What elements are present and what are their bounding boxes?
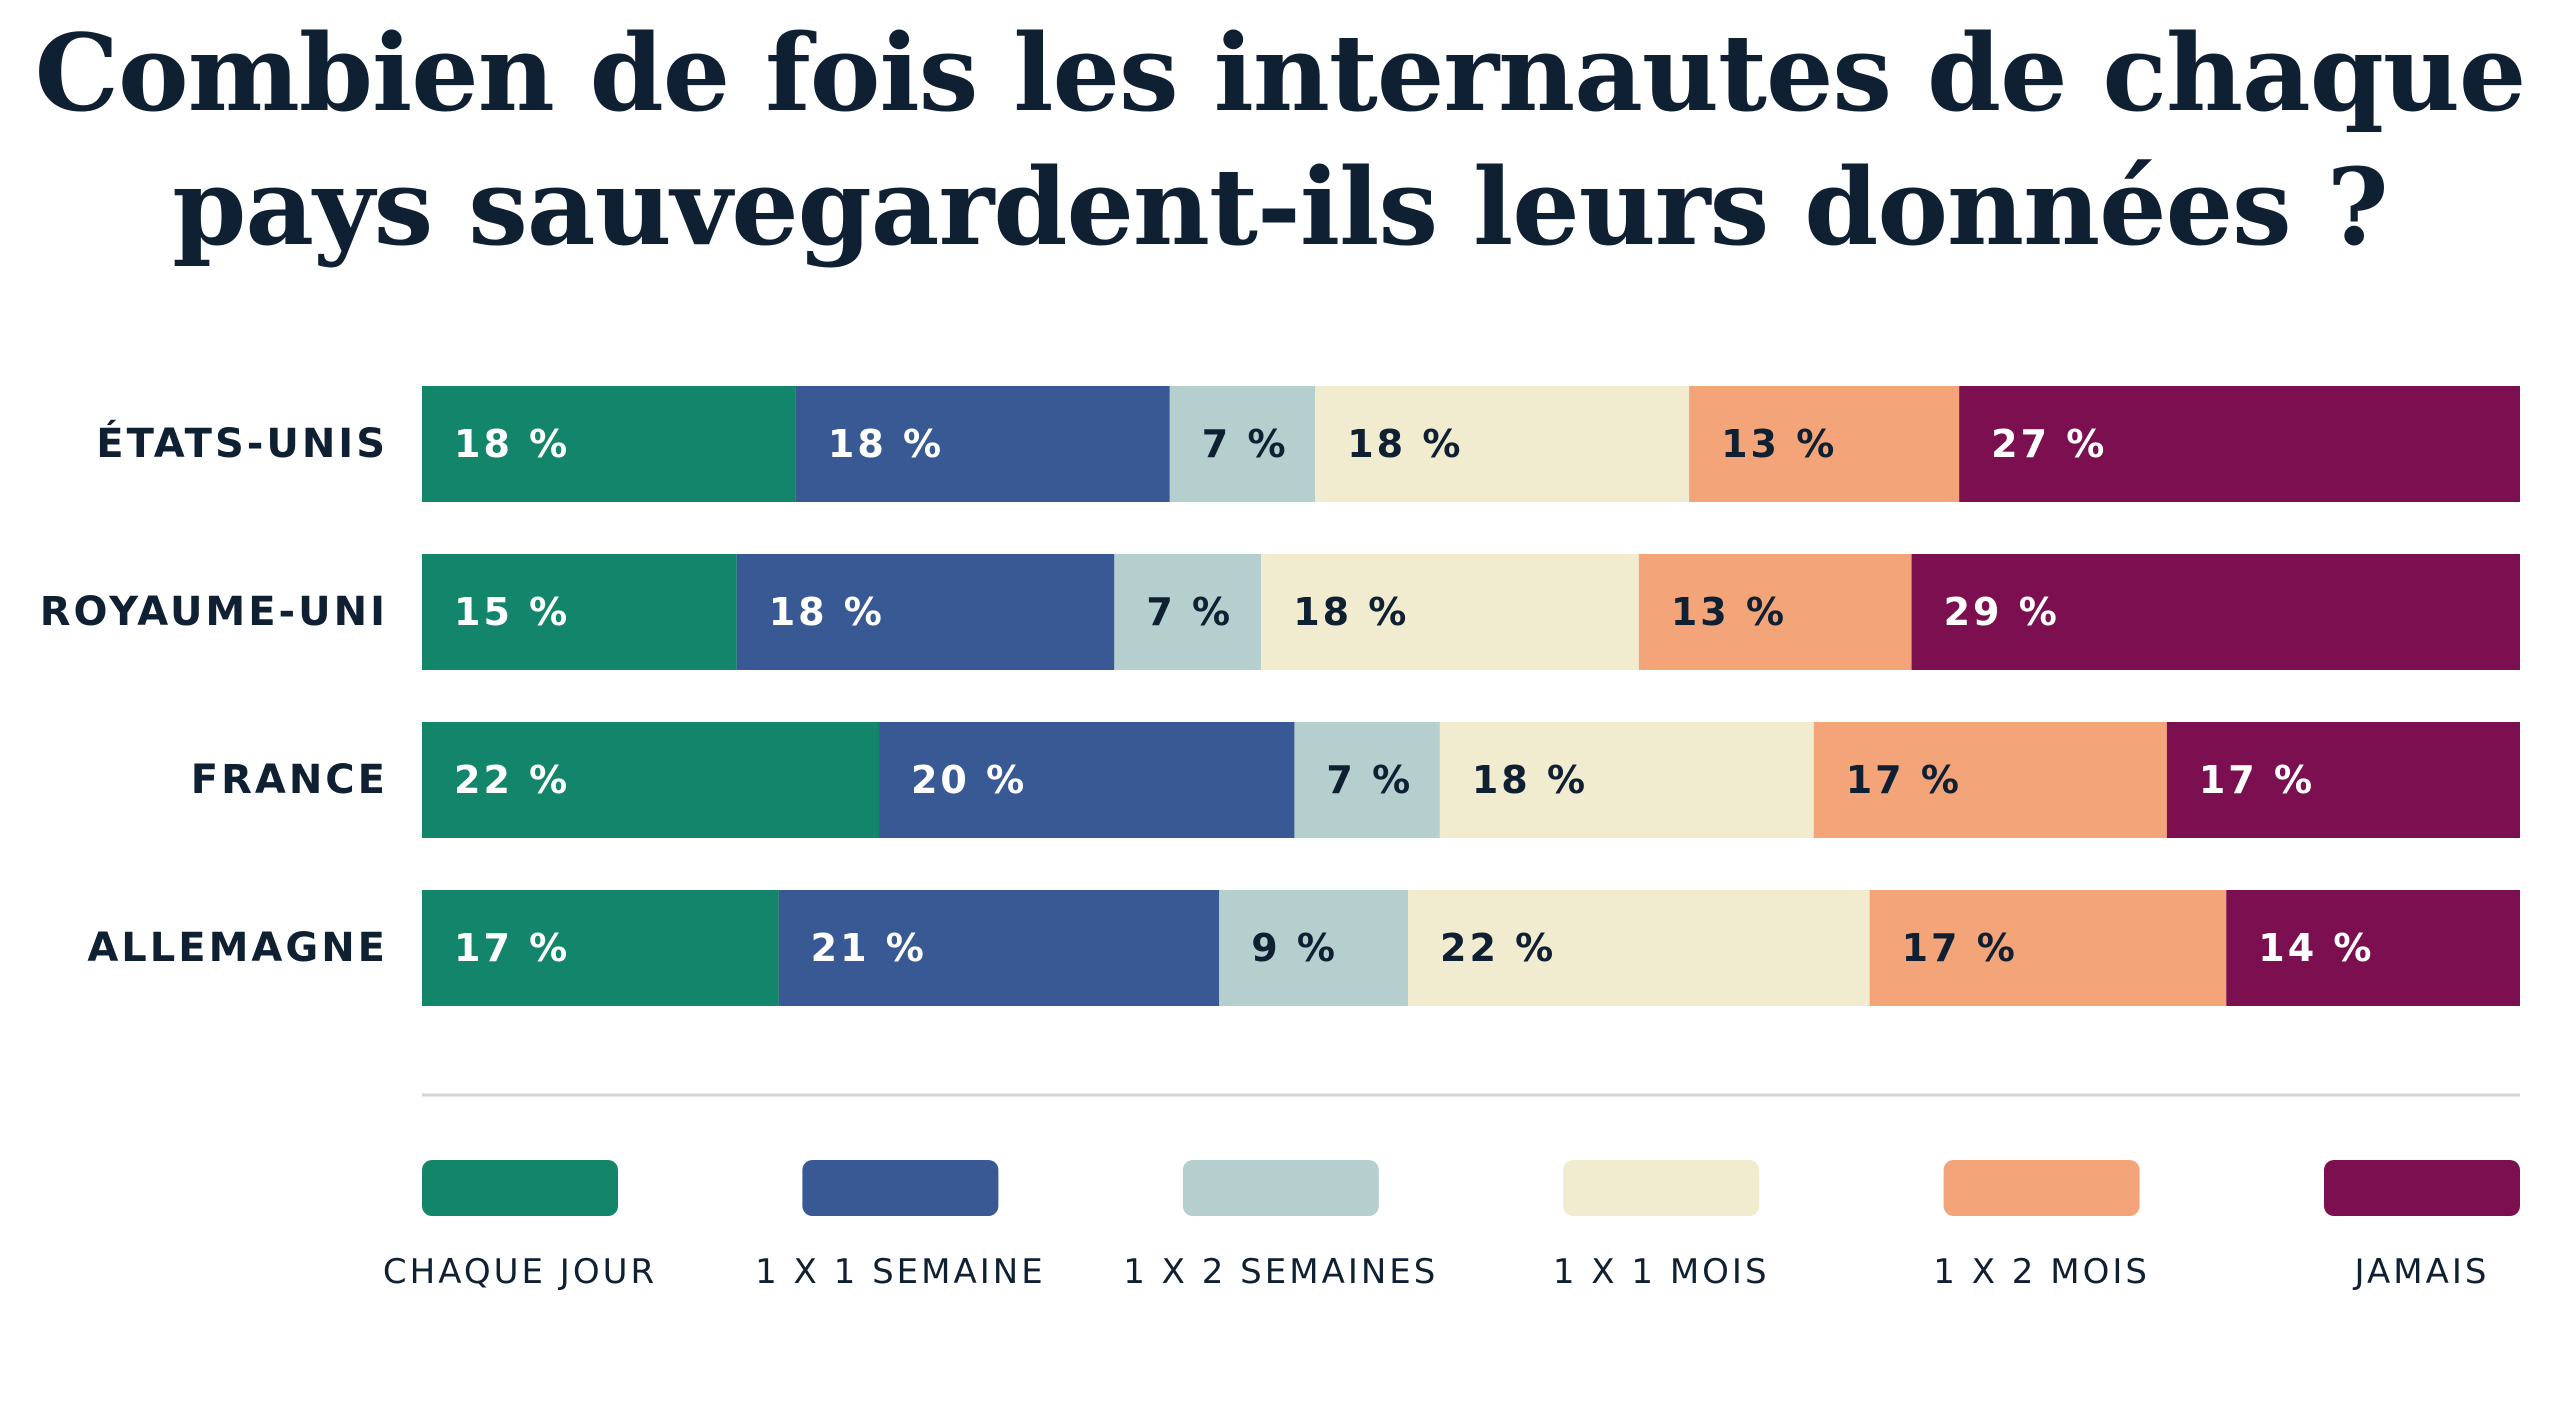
value-label-etats-unis-1-x-2-mois: 13 %: [1721, 422, 1837, 466]
bar-france-1-x-2-mois: [1813, 722, 2167, 838]
legend-label-1-x-2-mois: 1 X 2 MOIS: [1933, 1252, 2150, 1292]
bar-etats-unis-jamais: [1959, 386, 2520, 502]
bar-etats-unis-chaque-jour: [422, 386, 796, 502]
legend-swatch-chaque-jour: [422, 1160, 618, 1216]
bar-france-jamais: [2166, 722, 2520, 838]
category-label-allemagne: ALLEMAGNE: [87, 925, 388, 971]
bar-france-1-x-2-semaines: [1294, 722, 1440, 838]
chart-title-line-1: Combien de fois les internautes de chaqu…: [34, 10, 2527, 135]
bar-allemagne-1-x-2-mois: [1869, 890, 2227, 1006]
legend-label-1-x-1-semaine: 1 X 1 SEMAINE: [755, 1252, 1046, 1292]
value-label-etats-unis-1-x-1-semaine: 18 %: [828, 422, 944, 466]
value-label-allemagne-jamais: 14 %: [2258, 926, 2374, 970]
value-label-etats-unis-1-x-2-semaines: 7 %: [1202, 422, 1289, 466]
legend-label-1-x-1-mois: 1 X 1 MOIS: [1553, 1252, 1770, 1292]
bar-etats-unis-1-x-1-semaine: [795, 386, 1170, 502]
legend-swatch-1-x-2-mois: [1943, 1160, 2140, 1216]
legend-label-jamais: JAMAIS: [2353, 1252, 2490, 1292]
chart-title: Combien de fois les internautes de chaqu…: [0, 6, 2560, 274]
value-label-france-1-x-1-semaine: 20 %: [911, 758, 1027, 802]
bar-area: ÉTATS-UNIS 18 % 18 % 7 % 18 % 13 % 27 % ROYAUME…: [40, 386, 2520, 1006]
value-label-etats-unis-jamais: 27 %: [1991, 422, 2107, 466]
bar-france-1-x-1-mois: [1439, 722, 1814, 838]
value-label-allemagne-1-x-1-mois: 22 %: [1440, 926, 1556, 970]
bar-royaume-uni-1-x-2-semaines: [1114, 554, 1262, 670]
legend-label-chaque-jour: CHAQUE JOUR: [383, 1252, 657, 1292]
legend-swatch-1-x-1-mois: [1563, 1160, 1760, 1216]
bar-royaume-uni-1-x-1-mois: [1261, 554, 1639, 670]
value-label-allemagne-1-x-2-mois: 17 %: [1902, 926, 2018, 970]
value-label-allemagne-1-x-1-semaine: 21 %: [811, 926, 927, 970]
value-label-royaume-uni-1-x-1-mois: 18 %: [1293, 590, 1409, 634]
value-label-france-1-x-2-semaines: 7 %: [1326, 758, 1413, 802]
value-label-france-1-x-2-mois: 17 %: [1846, 758, 1962, 802]
bar-royaume-uni-chaque-jour: [422, 554, 737, 670]
value-label-france-chaque-jour: 22 %: [454, 758, 570, 802]
bar-royaume-uni-1-x-1-semaine: [736, 554, 1115, 670]
value-label-etats-unis-chaque-jour: 18 %: [454, 422, 570, 466]
value-label-royaume-uni-1-x-2-semaines: 7 %: [1146, 590, 1233, 634]
bar-allemagne-jamais: [2226, 890, 2520, 1006]
value-label-france-jamais: 17 %: [2199, 758, 2315, 802]
bar-etats-unis-1-x-2-mois: [1689, 386, 1960, 502]
bar-allemagne-1-x-2-semaines: [1219, 890, 1409, 1006]
bar-royaume-uni-jamais: [1911, 554, 2520, 670]
bar-etats-unis-1-x-1-mois: [1315, 386, 1690, 502]
bar-france-chaque-jour: [422, 722, 879, 838]
value-label-allemagne-chaque-jour: 17 %: [454, 926, 570, 970]
bar-france-1-x-1-semaine: [878, 722, 1295, 838]
bar-allemagne-1-x-1-semaine: [778, 890, 1220, 1006]
legend-label-1-x-2-semaines: 1 X 2 SEMAINES: [1123, 1252, 1438, 1292]
value-label-royaume-uni-chaque-jour: 15 %: [454, 590, 570, 634]
legend: CHAQUE JOUR 1 X 1 SEMAINE 1 X 2 SEMAINES 1 …: [383, 1160, 2520, 1292]
legend-swatch-1-x-2-semaines: [1182, 1160, 1379, 1216]
chart-title-line-2: pays sauvegardent-ils leurs données ?: [172, 144, 2389, 269]
value-label-allemagne-1-x-2-semaines: 9 %: [1251, 926, 1338, 970]
bar-allemagne-chaque-jour: [422, 890, 779, 1006]
value-label-royaume-uni-1-x-1-semaine: 18 %: [769, 590, 885, 634]
category-label-royaume-uni: ROYAUME-UNI: [40, 589, 388, 635]
legend-swatch-jamais: [2324, 1160, 2520, 1216]
value-label-france-1-x-1-mois: 18 %: [1472, 758, 1588, 802]
category-label-france: FRANCE: [191, 757, 388, 803]
value-label-royaume-uni-1-x-2-mois: 13 %: [1671, 590, 1787, 634]
legend-swatch-1-x-1-semaine: [802, 1160, 999, 1216]
value-label-etats-unis-1-x-1-mois: 18 %: [1347, 422, 1463, 466]
bar-royaume-uni-1-x-2-mois: [1638, 554, 1912, 670]
bar-etats-unis-1-x-2-semaines: [1169, 386, 1316, 502]
bar-allemagne-1-x-1-mois: [1408, 890, 1870, 1006]
value-label-royaume-uni-jamais: 29 %: [1944, 590, 2060, 634]
category-label-etats-unis: ÉTATS-UNIS: [96, 419, 388, 467]
